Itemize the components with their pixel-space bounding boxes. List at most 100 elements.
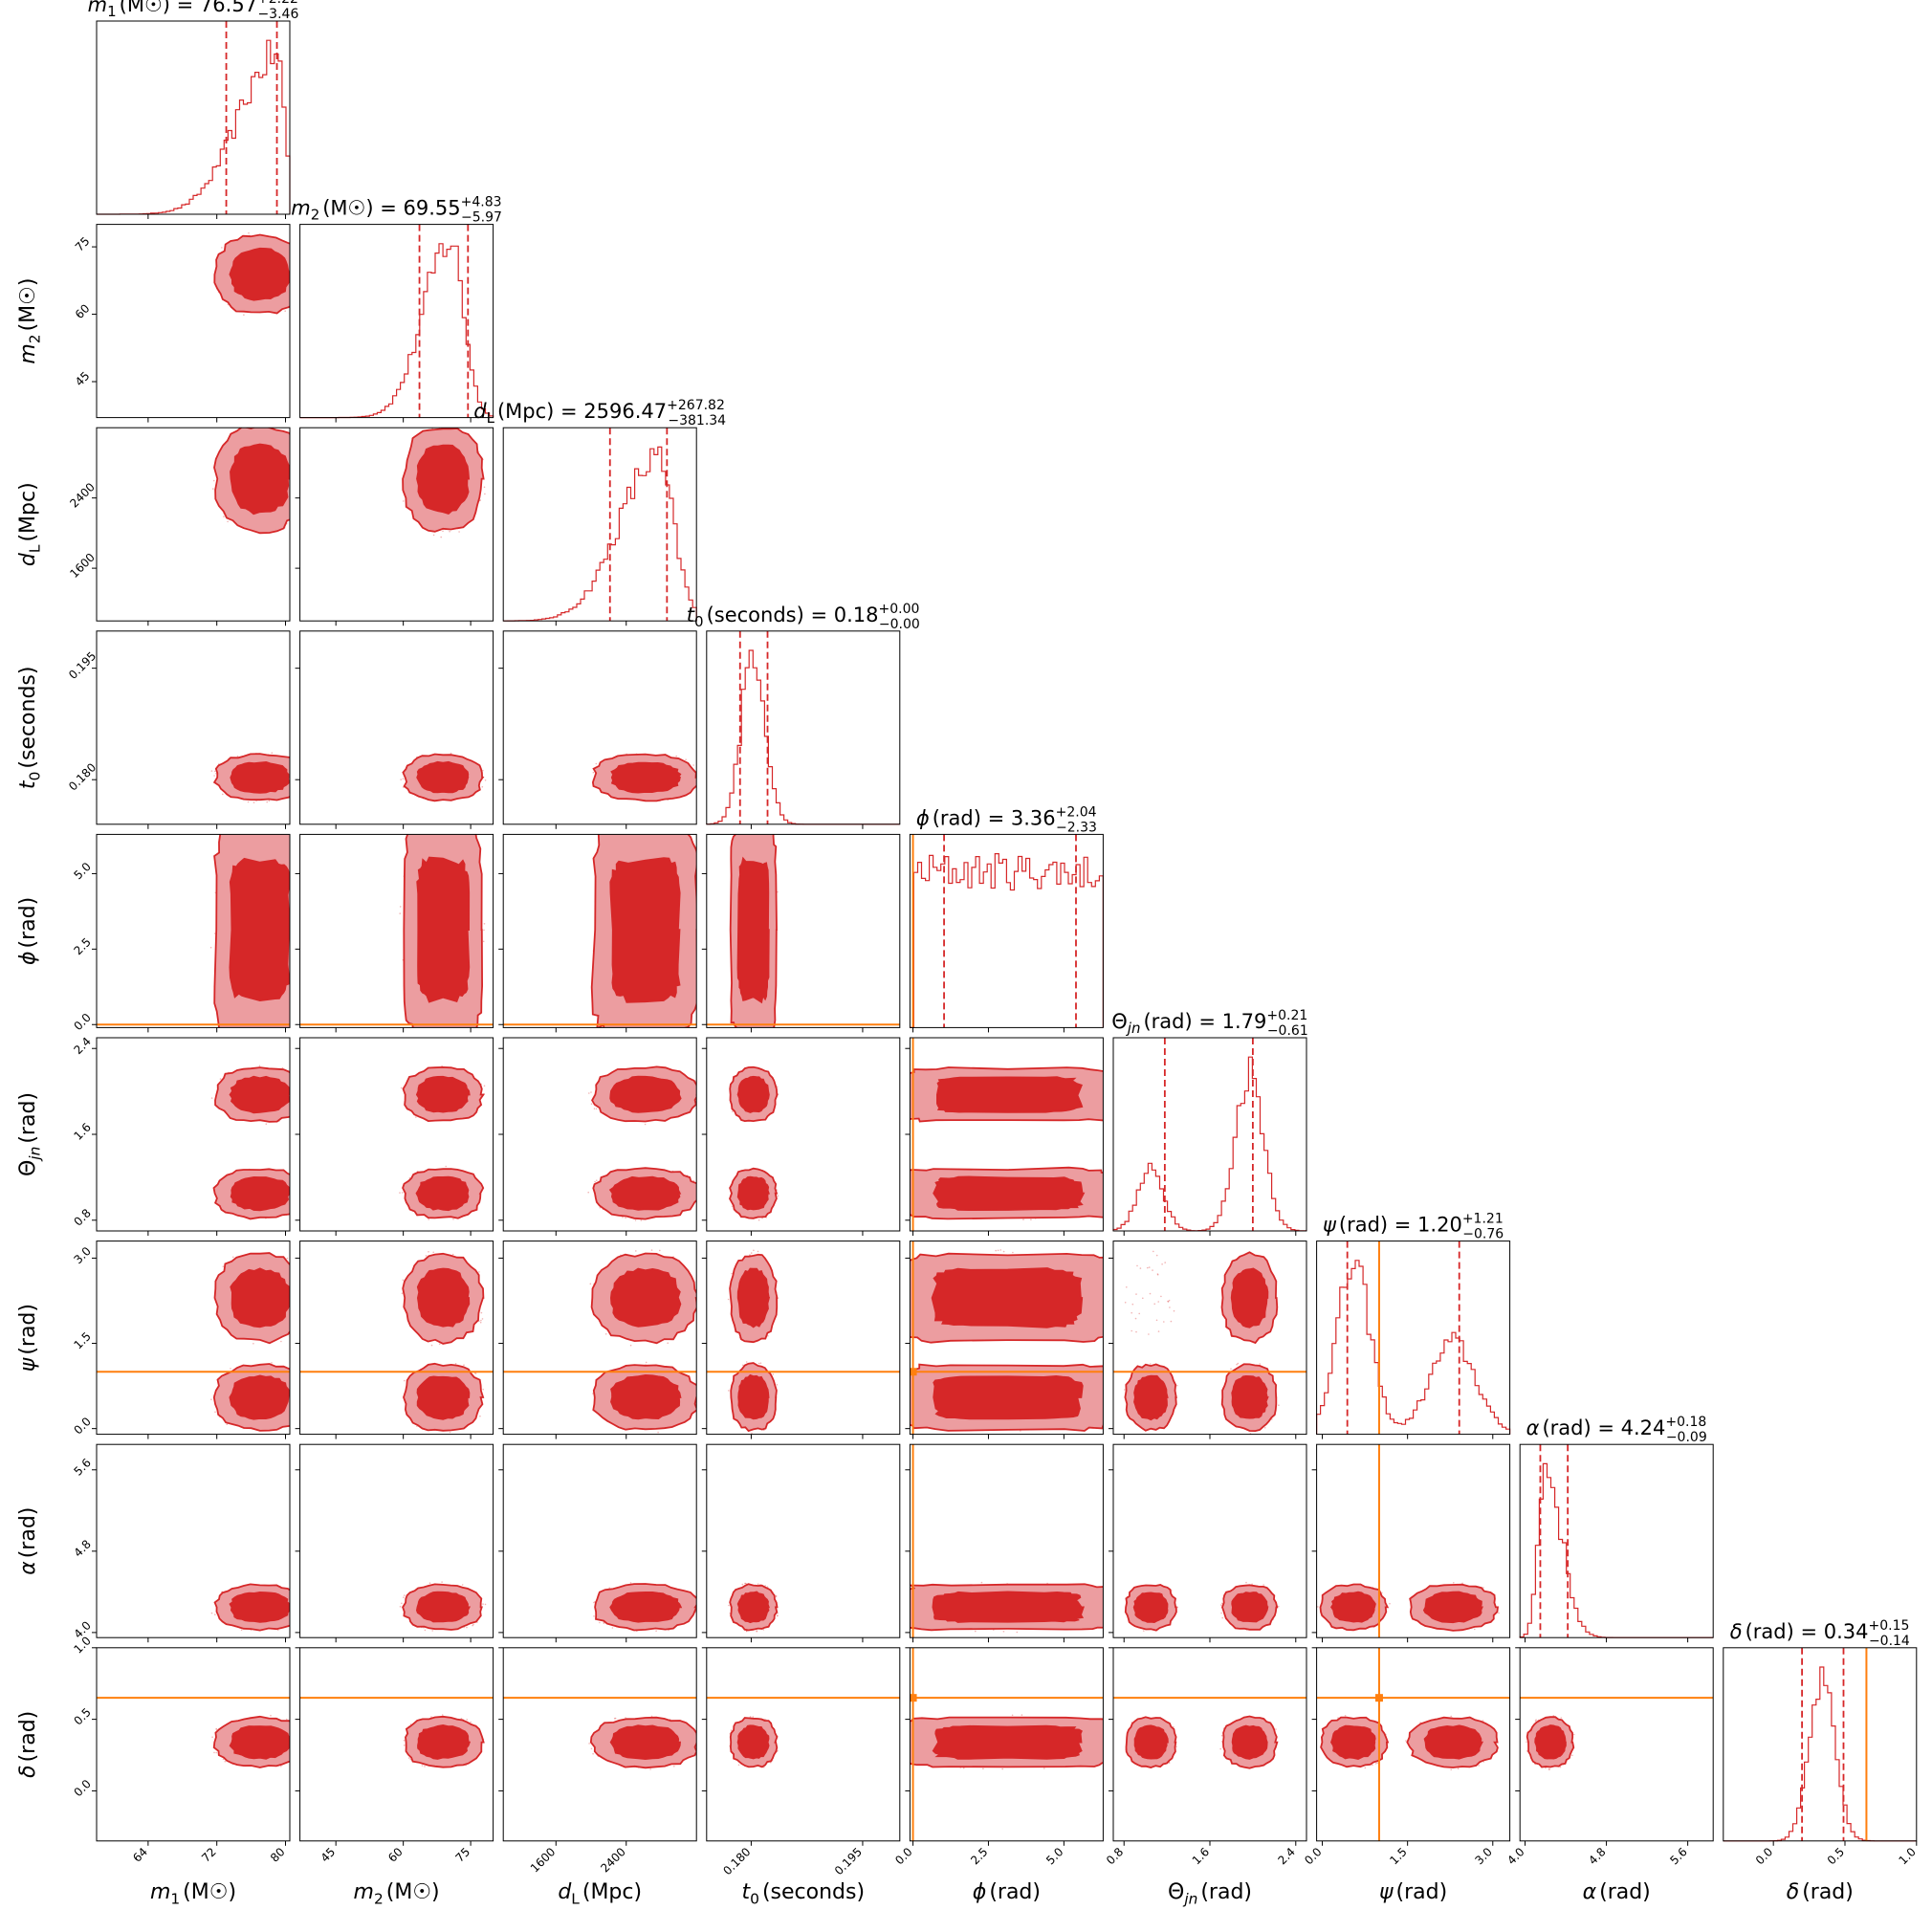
- scatter-point: [1169, 1306, 1171, 1308]
- scatter-point: [425, 1255, 428, 1257]
- scatter-point: [247, 1036, 249, 1038]
- panel-frame: [96, 1647, 291, 1842]
- scatter-point: [742, 1364, 744, 1367]
- contour-inner: [1422, 1591, 1483, 1624]
- scatter-point: [1110, 1733, 1112, 1735]
- scatter-point: [232, 1256, 234, 1259]
- contour-inner: [1230, 1267, 1269, 1328]
- scatter-point: [1374, 1763, 1377, 1765]
- scatter-point: [302, 1385, 304, 1387]
- scatter-point: [650, 1249, 653, 1251]
- contour-inner: [229, 1725, 290, 1760]
- title-plus: +1.21: [1462, 1212, 1504, 1227]
- label-symbol: d: [16, 552, 40, 566]
- scatter-point: [252, 1343, 254, 1345]
- scatter-point: [286, 1257, 289, 1260]
- x-tick-label-theta: 1.6: [1190, 1845, 1212, 1867]
- scatter-point: [448, 426, 450, 428]
- x-axis-label-theta: Θjn (rad): [1168, 1880, 1252, 1908]
- scatter-point: [212, 479, 215, 482]
- scatter-point: [897, 1618, 899, 1620]
- panel-frame: [299, 833, 494, 1028]
- title-symbol: ψ: [1323, 1214, 1337, 1237]
- diag-frame-psi: [1316, 1240, 1511, 1436]
- scatter-point: [1157, 1330, 1160, 1332]
- x-axis-label-m2: m2 (M☉): [354, 1880, 440, 1908]
- scatter-point: [305, 1597, 307, 1599]
- scatter-point: [403, 1739, 406, 1742]
- scatter-point: [431, 1630, 434, 1632]
- diag-title-dL: dL (Mpc) = 2596.47+267.82 −381.34: [473, 398, 726, 428]
- scatter-point: [731, 1205, 734, 1207]
- scatter-point: [445, 1165, 448, 1168]
- scatter-point: [481, 1318, 484, 1320]
- scatter-point: [482, 1388, 485, 1391]
- x-axis-label-phi: ϕ (rad): [973, 1880, 1041, 1904]
- scatter-point: [294, 1206, 296, 1208]
- panel-dL-phi: [502, 833, 697, 1028]
- scatter-point: [1535, 1719, 1537, 1721]
- scatter-point: [1142, 1297, 1144, 1300]
- scatter-point: [294, 251, 296, 252]
- scatter-point: [1170, 1320, 1173, 1323]
- scatter-point: [1573, 1733, 1575, 1736]
- scatter-point: [280, 1765, 282, 1767]
- panel-frame: [96, 224, 291, 419]
- scatter-point: [587, 1191, 589, 1194]
- diag-title-t0: t0 (seconds) = 0.18+0.00 −0.00: [687, 602, 920, 632]
- y-tick-label-phi: 2.5: [71, 935, 93, 957]
- scatter-point: [1461, 1582, 1463, 1585]
- scatter-point: [625, 1717, 626, 1719]
- scatter-point: [731, 1272, 733, 1275]
- scatter-point: [293, 493, 295, 494]
- scatter-point: [441, 1581, 443, 1583]
- y-tick-label-phi: 0.0: [71, 1011, 93, 1033]
- scatter-point: [1526, 1741, 1527, 1744]
- truth-marker: [910, 1694, 917, 1702]
- scatter-point: [650, 1715, 653, 1718]
- scatter-point: [1548, 1767, 1550, 1770]
- scatter-point: [1220, 1734, 1223, 1737]
- x-tick-label-phi: 0.0: [892, 1845, 914, 1867]
- label-unit: (Mpc): [16, 482, 40, 541]
- title-symbol: α: [1526, 1416, 1540, 1439]
- scatter-point: [302, 964, 304, 966]
- scatter-point: [1173, 1309, 1175, 1312]
- scatter-point: [754, 811, 756, 813]
- scatter-point: [221, 247, 223, 249]
- scatter-point: [297, 1598, 299, 1600]
- panel-frame: [706, 833, 901, 1028]
- title-minus: −0.00: [879, 617, 920, 632]
- hist-alpha: [1519, 1462, 1714, 1638]
- scatter-point: [1376, 1762, 1378, 1765]
- scatter-point: [290, 267, 292, 269]
- label-subscript: L: [571, 1890, 580, 1907]
- panel-frame: [706, 1443, 901, 1638]
- label-symbol: m: [150, 1880, 170, 1904]
- panel-frame: [706, 1240, 901, 1436]
- scatter-point: [673, 1766, 675, 1767]
- scatter-point: [1109, 1198, 1110, 1200]
- scatter-point: [1138, 1312, 1140, 1315]
- scatter-point: [884, 1746, 886, 1748]
- scatter-point: [303, 479, 305, 481]
- scatter-point: [474, 1372, 477, 1374]
- scatter-point: [1560, 1717, 1562, 1719]
- scatter-point: [1119, 1288, 1121, 1290]
- contour-inner: [1534, 1724, 1567, 1760]
- scatter-point: [284, 310, 287, 313]
- scatter-point: [484, 1603, 487, 1606]
- scatter-point: [305, 261, 307, 263]
- panel-frame: [502, 1240, 697, 1436]
- scatter-point: [975, 1630, 977, 1633]
- scatter-point: [271, 1362, 273, 1364]
- title-symbol: ϕ: [916, 806, 930, 829]
- scatter-point: [211, 1736, 213, 1738]
- y-tick-label-alpha: 5.6: [71, 1456, 93, 1478]
- scatter-point: [401, 1602, 403, 1605]
- contour-inner: [933, 1374, 1084, 1420]
- x-tick-label-m2: 60: [385, 1845, 406, 1865]
- panel-m2-phi: [299, 833, 494, 1028]
- y-tick-label-theta: 0.8: [71, 1206, 93, 1228]
